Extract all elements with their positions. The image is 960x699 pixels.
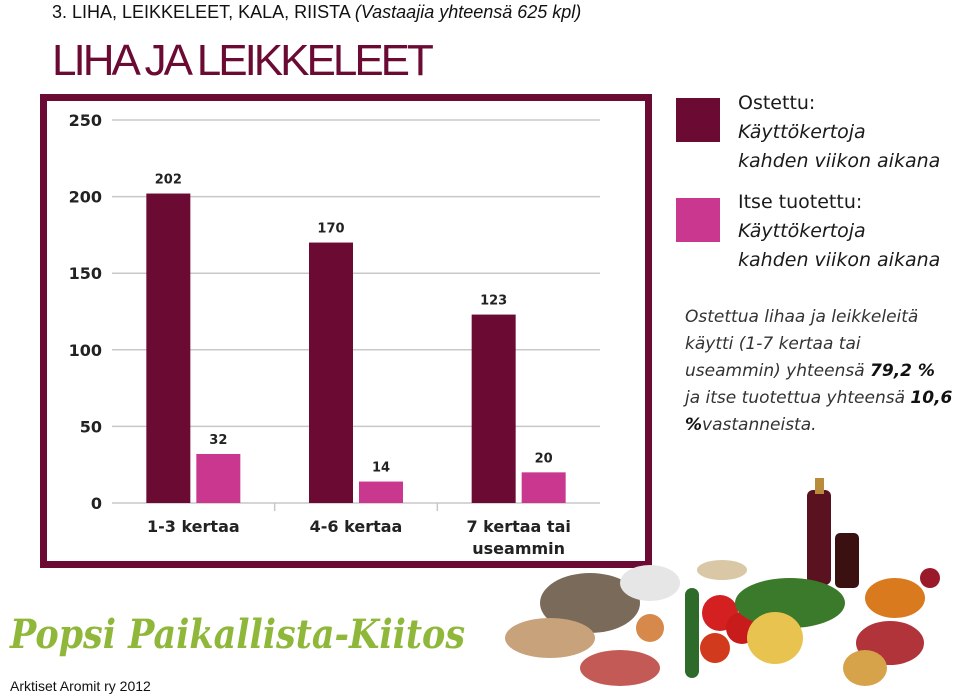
bar [471, 314, 516, 503]
chart-frame: 0 50 100 150 200 250 202 32 1-3 kertaa 170 14 4-6 k… [40, 94, 652, 568]
bar-chart: 0 50 100 150 200 250 202 32 1-3 kertaa 170 14 4-6 k… [69, 111, 600, 558]
section-heading: 3. LIHA, LEIKKELEET, KALA, RIISTA (Vasta… [52, 2, 581, 23]
x-tick-label: useammin [472, 539, 565, 558]
pct-bought: 79,2 % [870, 361, 935, 381]
bar [521, 472, 566, 503]
legend-label: Käyttökertoja [738, 121, 866, 143]
logo-text: Popsi Paikallista-Kiitos [9, 611, 465, 658]
y-tick-label: 150 [69, 264, 102, 283]
data-label: 32 [209, 433, 227, 448]
data-label: 170 [317, 222, 344, 237]
legend-label: Käyttökertoja [738, 220, 866, 242]
bar [196, 453, 241, 503]
legend-label: Itse tuotettu: [738, 191, 863, 213]
legend-entry-bought: Ostettu: Käyttökertoja kahden viikon aik… [738, 89, 940, 176]
y-tick-label: 200 [69, 188, 102, 207]
legend-entry-self-produced: Itse tuotettu: Käyttökertoja kahden viik… [738, 188, 940, 275]
summary-note: Ostettua lihaa ja leikkeleitä käytti (1-… [685, 304, 955, 439]
popsi-logo: Popsi Paikallista-Kiitos [9, 611, 465, 658]
produce-illustration [505, 478, 940, 686]
y-tick-label: 0 [91, 494, 102, 513]
note-text: Ostettua lihaa ja leikkeleitä käytti (1-… [685, 307, 919, 381]
data-label: 20 [535, 451, 553, 466]
footer-credit: Arktiset Aromit ry 2012 [10, 678, 151, 694]
bar [309, 242, 353, 503]
legend-label: kahden viikon aikana [738, 249, 941, 271]
data-label: 123 [480, 294, 507, 309]
legend-label: kahden viikon aikana [738, 150, 941, 172]
note-text: vastanneista. [702, 415, 817, 435]
pct-self-produced: 10,6 % [685, 388, 953, 435]
y-tick-label: 100 [69, 341, 102, 360]
bar [146, 193, 191, 503]
note-text: ja itse tuotettua yhteensä [685, 388, 906, 408]
respondent-count: (Vastaajia yhteensä 625 kpl) [354, 2, 582, 22]
legend-swatch-bought [676, 98, 720, 142]
bar [359, 481, 403, 503]
legend-swatch-self-produced [676, 198, 720, 242]
page-title: LIHA JA LEIKKELEET [52, 36, 434, 85]
data-label: 202 [155, 173, 182, 188]
legend-label: Ostettu: [738, 92, 816, 114]
x-tick-label: 7 kertaa tai [466, 517, 570, 536]
y-tick-label: 50 [80, 417, 102, 436]
x-tick-label: 4-6 kertaa [310, 517, 403, 536]
y-tick-label: 250 [69, 111, 102, 130]
x-tick-label: 1-3 kertaa [147, 517, 240, 536]
section-title: 3. LIHA, LEIKKELEET, KALA, RIISTA [52, 2, 350, 22]
data-label: 14 [372, 461, 390, 476]
